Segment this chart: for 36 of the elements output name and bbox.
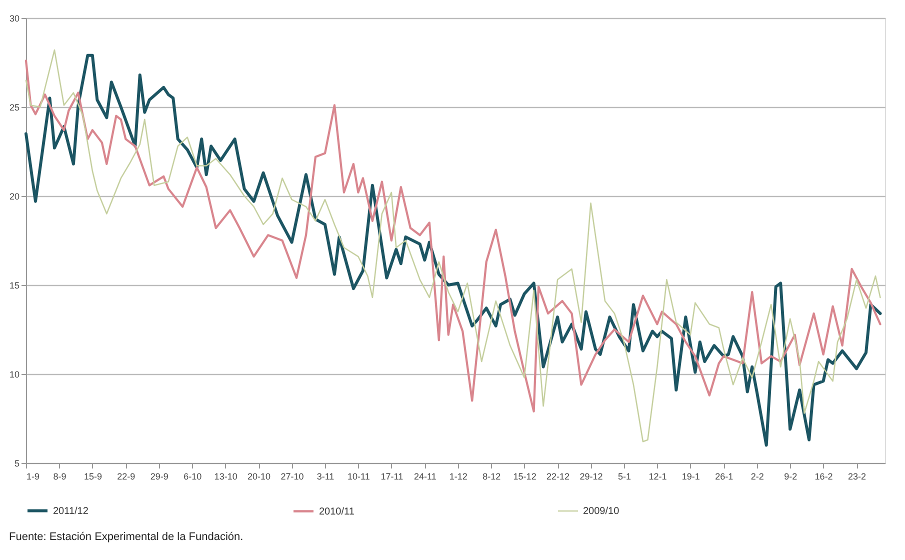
x-tick-label: 26-1 bbox=[715, 472, 734, 482]
legend-label: 2009/10 bbox=[583, 506, 620, 517]
x-tick-label: 22-12 bbox=[546, 472, 570, 482]
x-tick-label: 5-1 bbox=[618, 472, 631, 482]
x-tick-label: 6-10 bbox=[184, 472, 202, 482]
x-tick-label: 22-9 bbox=[117, 472, 136, 482]
x-tick-label: 15-9 bbox=[84, 472, 102, 482]
y-tick-label: 25 bbox=[9, 102, 20, 112]
x-tick-label: 29-12 bbox=[580, 472, 603, 482]
x-tick-label: 8-12 bbox=[482, 472, 501, 482]
x-tick-label: 17-11 bbox=[380, 472, 404, 482]
y-tick-label: 20 bbox=[9, 192, 20, 202]
y-tick-label: 15 bbox=[9, 280, 20, 290]
source-note: Fuente: Estación Experimental de la Fundación. bbox=[8, 531, 244, 543]
x-tick-label: 3-11 bbox=[316, 472, 334, 482]
y-tick-label: 10 bbox=[9, 370, 20, 380]
x-tick-label: 20-10 bbox=[248, 472, 271, 482]
x-tick-label: 2-2 bbox=[750, 472, 764, 482]
x-tick-label: 24-11 bbox=[414, 472, 436, 482]
x-tick-label: 23-2 bbox=[848, 472, 866, 482]
x-tick-label: 8-9 bbox=[53, 472, 66, 482]
y-tick-label: 30 bbox=[9, 14, 20, 24]
x-tick-label: 1-9 bbox=[26, 472, 40, 482]
x-tick-label: 29-9 bbox=[150, 472, 168, 482]
x-tick-label: 12-1 bbox=[648, 472, 667, 482]
x-tick-label: 27-10 bbox=[280, 472, 304, 482]
x-tick-label: 10-11 bbox=[348, 472, 370, 482]
y-tick-label: 5 bbox=[14, 458, 20, 468]
x-tick-label: 9-2 bbox=[784, 472, 798, 482]
x-tick-label: 15-12 bbox=[513, 472, 536, 482]
legend-label: 2010/11 bbox=[319, 506, 355, 518]
x-tick-label: 16-2 bbox=[814, 472, 833, 482]
x-tick-label: 1-12 bbox=[449, 472, 468, 482]
x-tick-label: 19-1 bbox=[682, 472, 700, 482]
x-tick-label: 13-10 bbox=[214, 472, 238, 482]
legend-label: 2011/12 bbox=[53, 506, 89, 517]
